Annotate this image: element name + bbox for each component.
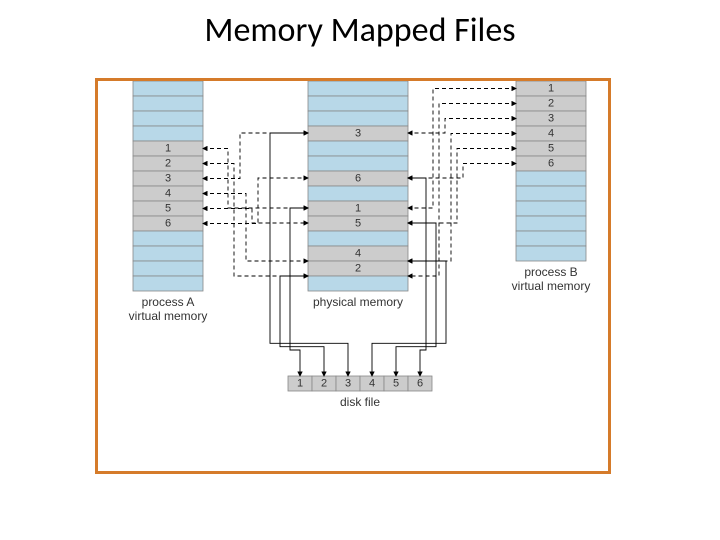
page-title: Memory Mapped Files: [0, 10, 720, 51]
procB-blank: [516, 171, 586, 186]
phys-frame-label: 1: [355, 203, 361, 215]
phys-blank: [308, 111, 408, 126]
phys-blank: [308, 141, 408, 156]
map-A-1: [203, 164, 308, 277]
map-disk-0: [290, 208, 308, 376]
phys-frame-label: 4: [355, 248, 361, 260]
phys-blank: [308, 96, 408, 111]
procA-page-label: 2: [165, 158, 171, 170]
procA-page-label: 5: [165, 203, 171, 215]
map-B-5: [408, 164, 516, 179]
procB-page-label: 3: [548, 113, 554, 125]
procB-page-label: 2: [548, 98, 554, 110]
procB-blank: [516, 201, 586, 216]
procA-page-label: 3: [165, 173, 171, 185]
procB-blank: [516, 246, 586, 261]
disk-block-label: 2: [321, 378, 327, 390]
procA-page-label: 1: [165, 143, 171, 155]
disk-block-label: 6: [417, 378, 423, 390]
disk-block-label: 4: [369, 378, 375, 390]
procA-blank: [133, 126, 203, 141]
procB-page-label: 4: [548, 128, 554, 140]
procA-page-label: 6: [165, 218, 171, 230]
procA-blank: [133, 246, 203, 261]
procA-label2: virtual memory: [129, 309, 208, 323]
phys-blank: [308, 231, 408, 246]
procB-blank: [516, 231, 586, 246]
map-A-5: [203, 178, 308, 224]
procA-page-label: 4: [165, 188, 171, 200]
phys-frame-label: 6: [355, 173, 361, 185]
map-A-3: [203, 194, 308, 262]
phys-blank: [308, 276, 408, 291]
procB-page-label: 5: [548, 143, 554, 155]
phys-frame-label: 3: [355, 128, 361, 140]
disk-block-label: 3: [345, 378, 351, 390]
procB-label2: virtual memory: [512, 279, 591, 293]
map-B-1: [408, 104, 516, 277]
procA-blank: [133, 81, 203, 96]
phys-blank: [308, 156, 408, 171]
procA-label1: process A: [142, 295, 195, 309]
phys-blank: [308, 81, 408, 96]
phys-blank: [308, 186, 408, 201]
procB-blank: [516, 186, 586, 201]
procA-blank: [133, 231, 203, 246]
phys-label: physical memory: [313, 295, 403, 309]
map-B-2: [408, 119, 516, 134]
map-A-2: [203, 133, 308, 179]
disk-block-label: 1: [297, 378, 303, 390]
procA-blank: [133, 111, 203, 126]
procA-blank: [133, 261, 203, 276]
map-B-4: [408, 149, 516, 224]
procA-blank: [133, 96, 203, 111]
procB-blank: [516, 216, 586, 231]
disk-block-label: 5: [393, 378, 399, 390]
procA-blank: [133, 276, 203, 291]
phys-frame-label: 5: [355, 218, 361, 230]
diagram-frame: 123456process Avirtual memory123456proce…: [95, 78, 611, 474]
phys-frame-label: 2: [355, 263, 361, 275]
map-B-3: [408, 134, 516, 262]
diagram-svg: 123456process Avirtual memory123456proce…: [98, 81, 608, 471]
map-A-4: [203, 209, 308, 224]
procB-page-label: 6: [548, 158, 554, 170]
procB-label1: process B: [524, 265, 577, 279]
procB-page-label: 1: [548, 83, 554, 95]
disk-label: disk file: [340, 395, 380, 409]
